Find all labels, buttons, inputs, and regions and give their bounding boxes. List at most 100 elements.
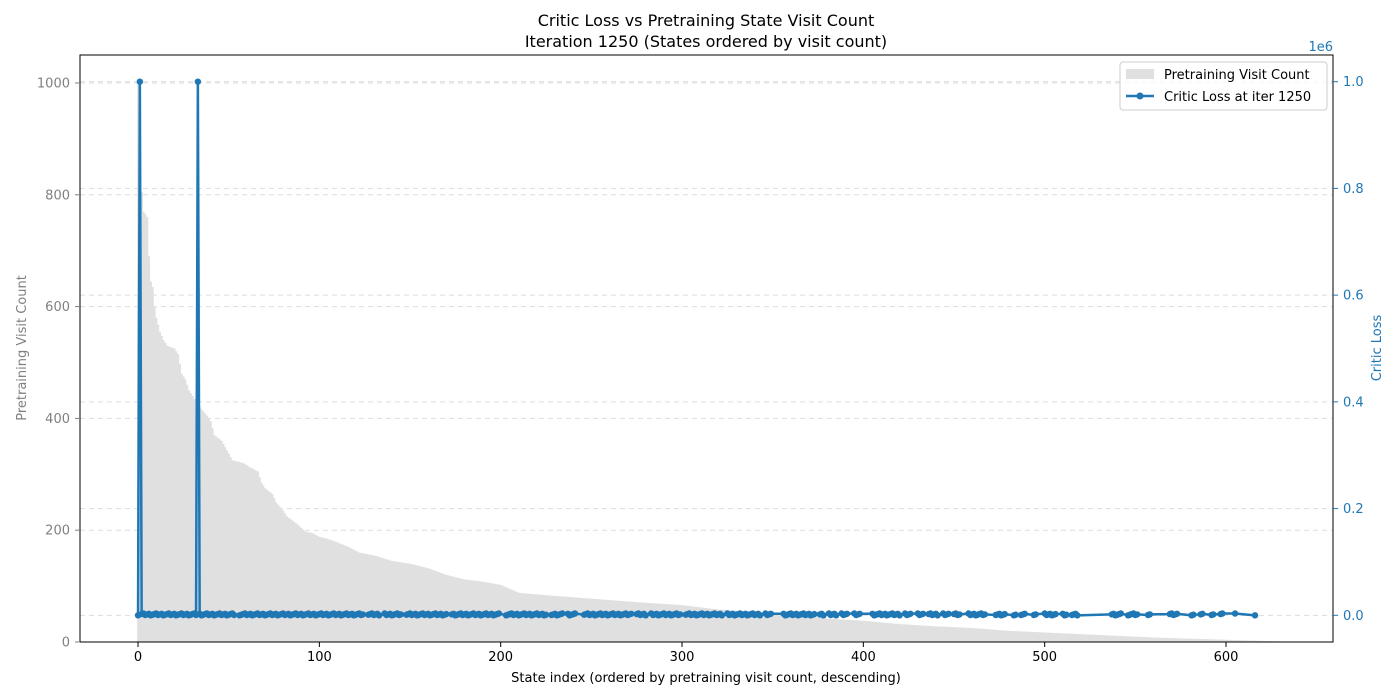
visit-count-bar [1190,638,1193,642]
visit-count-bar [342,544,345,642]
visit-count-bar [895,623,898,642]
visit-count-bar [713,609,716,642]
visit-count-bar [905,624,909,642]
visit-count-bar [650,603,653,642]
visit-count-bar [1136,636,1139,642]
visit-count-bar [526,593,530,642]
visit-count-bar [936,626,939,642]
visit-count-bar [1145,637,1148,642]
visit-count-bar [387,559,390,642]
visit-count-bar [753,611,756,642]
visit-count-bar [784,613,787,642]
visit-count-bar [904,624,907,642]
visit-count-bar [604,599,608,642]
visit-count-bar [1027,631,1030,642]
y-axis-left-label: Pretraining Visit Count [15,275,30,421]
visit-count-bar [196,404,200,642]
visit-count-bar [276,504,279,642]
visit-count-bar [1114,635,1117,642]
visit-count-bar [1025,631,1028,642]
critic-loss-point [1190,611,1197,618]
visit-count-bar [191,396,194,642]
visit-count-bar [940,626,943,642]
visit-count-bar [186,384,189,642]
visit-count-bar [1085,634,1088,642]
visit-count-bar [722,609,725,642]
visit-count-bar [1058,633,1061,642]
visit-count-bar [1034,632,1037,642]
visit-count-bar [1170,638,1173,642]
visit-count-bar [1098,635,1101,642]
visit-count-bar [585,598,588,642]
visit-count-bar [187,390,191,642]
chart-subtitle: Iteration 1250 (States ordered by visit … [525,32,887,51]
visit-count-bar [1196,638,1199,642]
visit-count-bar [956,627,959,642]
visit-count-bar [309,532,312,642]
visit-count-bar [1143,637,1146,642]
visit-count-bar [557,596,560,642]
critic-loss-point [1001,610,1008,618]
visit-count-bar [1096,634,1099,642]
visit-count-bar [229,457,232,642]
visit-count-bar [1031,631,1034,642]
visit-count-bar [1172,638,1175,642]
visit-count-bar [447,575,450,642]
visit-count-bar [1257,640,1260,642]
y-right-tick-label: 0.8 [1343,182,1364,197]
visit-count-bar [624,601,628,642]
visit-count-bar [1214,639,1217,642]
visit-count-bar [706,608,709,642]
critic-loss-point [843,610,851,617]
visit-count-bar [1083,634,1086,642]
visit-count-bar [802,615,805,642]
visit-count-bar [256,471,259,642]
visit-count-bar [795,614,798,642]
visit-count-bar [780,613,783,642]
visit-count-bar [1127,636,1130,642]
visit-count-bar [267,491,270,642]
legend-marker-critic-loss [1136,92,1144,100]
visit-count-bar [240,462,243,642]
visit-count-bar [608,600,611,642]
x-tick-label: 200 [488,650,513,665]
visit-count-bar [173,348,176,642]
visit-count-bar [231,460,234,642]
visit-count-bar [300,527,303,642]
visit-count-bar [361,553,365,642]
critic-loss-point [1074,612,1081,619]
visit-count-bar [1051,632,1054,642]
visit-count-bar [777,613,780,642]
visit-count-bar [672,604,675,642]
visit-count-bar [742,611,745,642]
visit-count-bar [949,627,952,642]
visit-count-bar [697,607,700,642]
visit-count-bar [213,435,216,642]
y-right-tick-label: 0.0 [1343,609,1364,624]
visit-count-bar [639,602,642,642]
visit-count-bar [760,612,764,642]
visit-count-bar [1109,635,1112,642]
visit-count-bar [844,619,847,642]
visit-count-bar [866,621,869,642]
visit-count-bar [336,542,339,642]
visit-count-bar [662,603,666,642]
visit-count-bar [902,624,905,642]
critic-loss-point [1199,610,1206,617]
visit-count-bar [1003,630,1006,642]
visit-count-bar [278,506,281,642]
visit-count-bar [1134,636,1137,642]
plot-frame [79,54,1334,643]
visit-count-bar [831,618,834,642]
visit-count-bar [294,523,297,642]
visit-count-bar [853,620,856,642]
visit-count-bar [818,617,822,642]
visit-count-bar [146,217,149,642]
visit-count-bar [269,492,272,642]
visit-count-bar [965,627,968,642]
visit-count-bar [559,596,562,642]
visit-count-bar [1250,640,1253,642]
visit-count-bar [419,566,423,642]
visit-count-bar [826,618,829,642]
visit-count-bar [1081,634,1084,642]
